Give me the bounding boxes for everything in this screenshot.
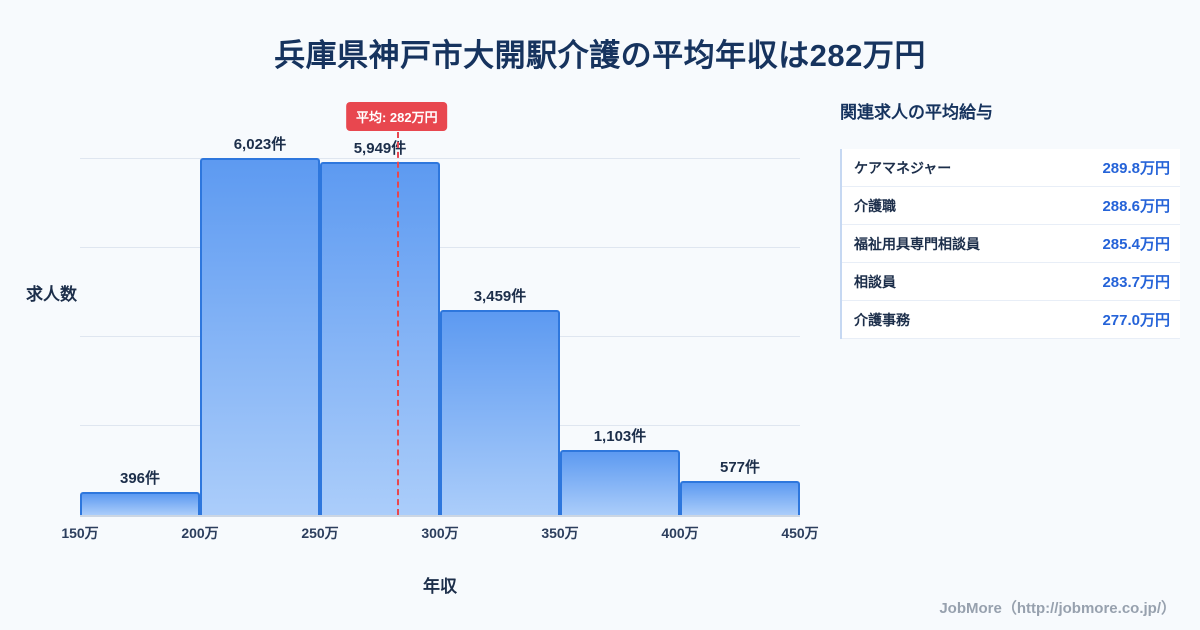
bar-value-label: 5,949件 (353, 140, 407, 158)
footer-credit: JobMore（http://jobmore.co.jp/） (939, 600, 1176, 617)
job-row: ケアマネジャー 289.8万円 (842, 149, 1180, 187)
x-tick-label: 300万 (421, 525, 459, 541)
job-value: 283.7万円 (1102, 274, 1170, 291)
job-row: 相談員 283.7万円 (842, 263, 1180, 301)
histogram-bar (200, 157, 320, 515)
related-jobs-list: ケアマネジャー 289.8万円 介護職 288.6万円 福祉用具専門相談員 28… (840, 149, 1180, 339)
x-tick-label: 450万 (781, 525, 819, 541)
histogram-plot: 396件 6,023件 5,949件 3,459件 1,103件 577件 (80, 100, 800, 517)
bar-value-label: 1,103件 (593, 427, 647, 445)
bar-column: 1,103件 (560, 100, 680, 515)
bar-value-label: 6,023件 (233, 135, 287, 153)
job-row: 介護事務 277.0万円 (842, 301, 1180, 339)
average-badge: 平均: 282万円 (345, 102, 448, 131)
gridline (80, 247, 800, 249)
bar-column: 396件 (80, 100, 200, 515)
job-row: 福祉用具専門相談員 285.4万円 (842, 225, 1180, 263)
x-tick-label: 200万 (181, 525, 219, 541)
bar-column: 3,459件 (440, 100, 560, 515)
job-value: 285.4万円 (1102, 236, 1170, 253)
histogram-bar (80, 491, 200, 515)
bars-container: 396件 6,023件 5,949件 3,459件 1,103件 577件 (80, 100, 800, 515)
x-tick-label: 150万 (61, 525, 99, 541)
job-value: 289.8万円 (1102, 160, 1170, 177)
job-label: 介護事務 (854, 311, 910, 328)
job-label: 相談員 (854, 273, 896, 290)
job-value: 288.6万円 (1102, 198, 1170, 215)
x-tick-label: 250万 (301, 525, 339, 541)
y-axis-label: 求人数 (26, 285, 77, 304)
gridline (80, 158, 800, 160)
bar-column: 5,949件 (320, 100, 440, 515)
average-line (396, 132, 399, 515)
histogram-bar (560, 449, 680, 515)
job-row: 介護職 288.6万円 (842, 187, 1180, 225)
page-title: 兵庫県神戸市大開駅介護の平均年収は282万円 (274, 38, 926, 73)
histogram-bar (680, 480, 800, 515)
job-label: 介護職 (854, 197, 896, 214)
job-label: ケアマネジャー (854, 159, 952, 176)
bar-column: 6,023件 (200, 100, 320, 515)
histogram-bar (440, 309, 560, 515)
bar-value-label: 577件 (719, 458, 761, 476)
job-value: 277.0万円 (1102, 312, 1170, 329)
bar-column: 577件 (680, 100, 800, 515)
x-tick-label: 350万 (541, 525, 579, 541)
related-jobs-title: 関連求人の平均給与 (840, 103, 993, 122)
x-axis-ticks: 150万 200万 250万 300万 350万 400万 450万 (61, 523, 818, 543)
histogram-bar (320, 162, 440, 515)
x-tick-label: 400万 (661, 525, 699, 541)
bar-value-label: 396件 (119, 469, 161, 487)
x-axis-label: 年収 (423, 577, 457, 596)
job-label: 福祉用具専門相談員 (854, 235, 980, 252)
bar-value-label: 3,459件 (473, 287, 527, 305)
related-jobs-panel: 関連求人の平均給与 ケアマネジャー 289.8万円 介護職 288.6万円 福祉… (840, 98, 1180, 339)
